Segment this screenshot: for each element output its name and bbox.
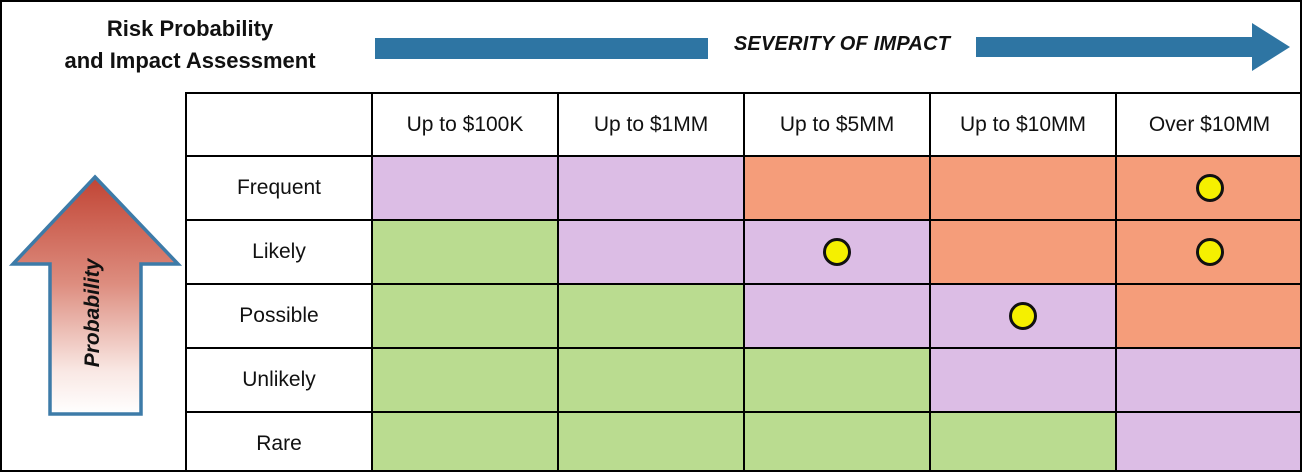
risk-marker — [1009, 302, 1037, 330]
probability-axis-label: Probability — [81, 258, 104, 368]
matrix-cell — [557, 411, 745, 470]
matrix-cell — [557, 283, 745, 349]
matrix-cell — [1115, 411, 1300, 470]
probability-axis-panel: Probability — [2, 92, 185, 470]
risk-marker — [823, 238, 851, 266]
matrix-cell — [371, 347, 559, 413]
risk-marker — [1195, 174, 1224, 202]
column-header: Up to $5MM — [743, 92, 931, 157]
matrix-cell — [1115, 283, 1300, 349]
matrix-cell — [929, 347, 1117, 413]
matrix-cell — [743, 219, 931, 285]
diagram-title: Risk Probability and Impact Assessment — [64, 16, 316, 73]
row-label: Frequent — [185, 155, 373, 221]
risk-marker — [1195, 238, 1224, 266]
row-label: Possible — [185, 283, 373, 349]
matrix-cell — [371, 219, 559, 285]
matrix-cell — [557, 347, 745, 413]
matrix-cell — [371, 283, 559, 349]
matrix-cell — [743, 283, 931, 349]
severity-axis-label: SEVERITY OF IMPACT — [733, 33, 951, 55]
matrix-cell — [371, 155, 559, 221]
severity-arrow-left-segment — [375, 38, 708, 59]
matrix-cell — [557, 155, 745, 221]
matrix-cell — [371, 411, 559, 470]
matrix-corner-cell — [185, 92, 373, 157]
matrix-cell — [557, 219, 745, 285]
severity-right-arrow-icon — [976, 23, 1290, 71]
matrix-cell — [929, 219, 1117, 285]
row-label: Rare — [185, 411, 373, 470]
probability-up-arrow-icon — [8, 174, 183, 416]
column-header: Over $10MM — [1115, 92, 1300, 157]
header-band: Risk Probability and Impact Assessment S… — [2, 2, 1300, 94]
row-label: Likely — [185, 219, 373, 285]
matrix-cell — [1115, 347, 1300, 413]
risk-matrix-table: Up to $100K Up to $1MM Up to $5MM Up to $10… — [185, 92, 1300, 470]
matrix-cell — [743, 347, 931, 413]
column-header: Up to $1MM — [557, 92, 745, 157]
row-label: Unlikely — [185, 347, 373, 413]
matrix-cell — [743, 411, 931, 470]
column-header: Up to $10MM — [929, 92, 1117, 157]
matrix-cell — [1115, 155, 1300, 221]
matrix-cell — [743, 155, 931, 221]
matrix-cell — [929, 155, 1117, 221]
matrix-cell — [1115, 219, 1300, 285]
column-header: Up to $100K — [371, 92, 559, 157]
matrix-cell — [929, 283, 1117, 349]
matrix-cell — [929, 411, 1117, 470]
